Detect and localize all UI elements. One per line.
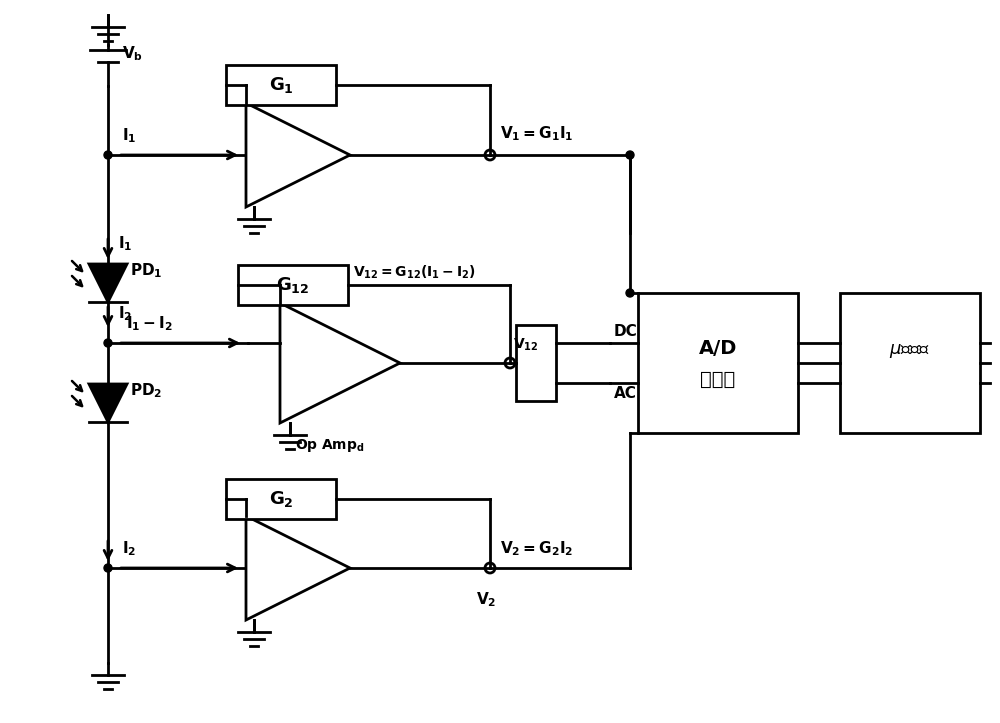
- Text: $\mathbf{PD_2}$: $\mathbf{PD_2}$: [130, 382, 162, 401]
- Bar: [238, 265, 348, 305]
- Text: $\mathbf{G_1}$: $\mathbf{G_1}$: [269, 75, 293, 95]
- Circle shape: [104, 339, 112, 347]
- Text: $\mathbf{I_1}$: $\mathbf{I_1}$: [118, 235, 132, 253]
- Circle shape: [626, 289, 634, 297]
- Polygon shape: [280, 303, 400, 423]
- Text: $\mathbf{I_2}$: $\mathbf{I_2}$: [118, 304, 132, 323]
- Circle shape: [104, 151, 112, 159]
- Text: $\mathbf{I_2}$: $\mathbf{I_2}$: [122, 539, 136, 558]
- Text: $\mathbf{G_2}$: $\mathbf{G_2}$: [269, 489, 293, 509]
- Text: $\mathbf{G_{12}}$: $\mathbf{G_{12}}$: [276, 275, 310, 295]
- Text: $\mathbf{V_2}$: $\mathbf{V_2}$: [476, 590, 496, 609]
- Text: A/D: A/D: [699, 340, 737, 359]
- Polygon shape: [246, 103, 350, 207]
- Text: $\mathbf{V_{12}}$: $\mathbf{V_{12}}$: [513, 337, 539, 353]
- Text: $\mathbf{V_{12}=G_{12}(I_1-I_2)}$: $\mathbf{V_{12}=G_{12}(I_1-I_2)}$: [353, 264, 476, 281]
- Text: $\mathbf{PD_1}$: $\mathbf{PD_1}$: [130, 262, 163, 281]
- Bar: [226, 65, 336, 105]
- Text: AC: AC: [614, 386, 637, 401]
- Bar: [516, 325, 556, 401]
- Polygon shape: [89, 384, 127, 422]
- Polygon shape: [246, 516, 350, 620]
- Bar: [638, 293, 798, 433]
- Circle shape: [626, 151, 634, 159]
- Polygon shape: [89, 264, 127, 302]
- Bar: [840, 293, 980, 433]
- Text: $\mathbf{I_1-I_2}$: $\mathbf{I_1-I_2}$: [126, 315, 173, 333]
- Text: DC: DC: [614, 324, 638, 339]
- Text: $\mathbf{V_1=G_1I_1}$: $\mathbf{V_1=G_1I_1}$: [500, 124, 574, 143]
- Text: $\mathbf{V_b}$: $\mathbf{V_b}$: [122, 45, 143, 64]
- Text: 转换器: 转换器: [700, 369, 736, 388]
- Text: $\mathbf{I_1}$: $\mathbf{I_1}$: [122, 127, 136, 145]
- Text: $\mathbf{V_2=G_2I_2}$: $\mathbf{V_2=G_2I_2}$: [500, 539, 573, 558]
- Text: $\mathbf{Op\ Amp_d}$: $\mathbf{Op\ Amp_d}$: [295, 437, 365, 454]
- Bar: [226, 479, 336, 519]
- Text: $\mu$处理器: $\mu$处理器: [889, 342, 931, 360]
- Circle shape: [104, 564, 112, 572]
